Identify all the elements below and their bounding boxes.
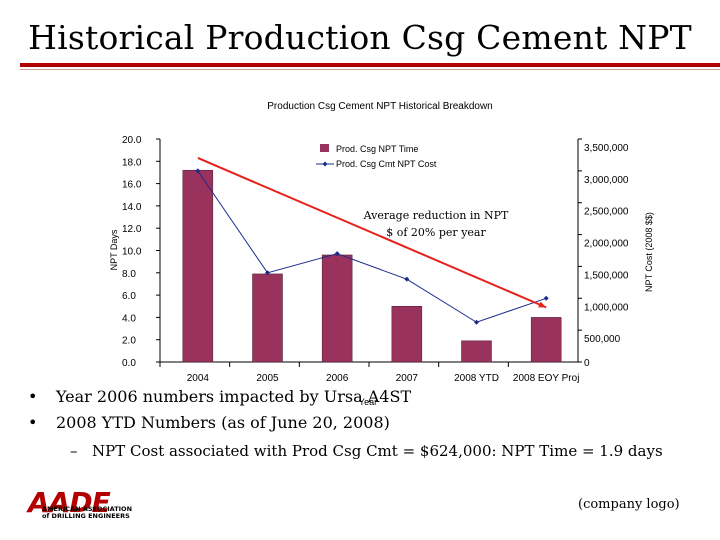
x-tick-label: 2005 (256, 373, 279, 384)
x-tick-label: 2004 (187, 373, 210, 384)
sub-bullet-text: NPT Cost associated with Prod Csg Cmt = … (92, 442, 663, 460)
bullet-icon: • (28, 413, 38, 432)
y-tick-label: 20.0 (122, 135, 142, 146)
y-tick-label: 18.0 (122, 157, 142, 168)
y-tick-label: 0.0 (122, 358, 136, 369)
bar (391, 306, 423, 363)
bullet-text: 2008 YTD Numbers (as of June 20, 2008) (56, 413, 390, 432)
slide-title: Historical Production Csg Cement NPT (28, 18, 692, 57)
aade-logo: AADE AMERICAN ASSOCIATION of DRILLING EN… (28, 486, 148, 526)
title-rule (20, 63, 720, 67)
x-tick-label: 2007 (396, 373, 419, 384)
bullet-text: Year 2006 numbers impacted by Ursa A4ST (56, 387, 412, 406)
x-tick-label: 2008 EOY Proj (513, 373, 580, 384)
trend-line (197, 157, 547, 309)
legend-bar-swatch (320, 144, 329, 152)
y-tick-label: 6.0 (122, 291, 136, 302)
bar (321, 254, 353, 363)
dash-icon: – (70, 442, 78, 460)
y2-tick-label: 0 (584, 358, 590, 369)
chart-title: Production Csg Cement NPT Historical Bre… (267, 101, 492, 112)
y2-tick-label: 1,500,000 (584, 270, 629, 281)
y2-tick-label: 3,000,000 (584, 175, 629, 186)
cost-point (334, 251, 340, 257)
bar (252, 273, 283, 363)
bullet-icon: • (28, 387, 38, 406)
bullet-item: • 2008 YTD Numbers (as of June 20, 2008) (28, 412, 708, 438)
cost-point (474, 319, 479, 325)
y2-tick-label: 3,500,000 (584, 143, 629, 154)
y-tick-label: 2.0 (122, 336, 136, 347)
bullet-list: • Year 2006 numbers impacted by Ursa A4S… (28, 386, 708, 462)
bar (461, 340, 492, 363)
x-axis-title: Year (359, 397, 377, 407)
aade-logo-subtext: AMERICAN ASSOCIATION of DRILLING ENGINEE… (42, 505, 133, 520)
aade-logo-mark: AADE (28, 486, 111, 519)
y-tick-label: 12.0 (122, 224, 142, 235)
y-axis-title: NPT Days (109, 229, 119, 270)
bullet-item: • Year 2006 numbers impacted by Ursa A4S… (28, 386, 708, 412)
chart-layer: Production Csg Cement NPT Historical Bre… (109, 101, 654, 407)
cost-point (543, 295, 549, 301)
bar (530, 317, 562, 363)
y2-tick-label: 2,500,000 (584, 207, 629, 218)
cost-point (404, 276, 410, 282)
trend-arrowhead (538, 301, 547, 308)
y-tick-label: 14.0 (122, 202, 142, 213)
annotation-line-2: $ of 20% per year (386, 226, 486, 239)
company-logo-placeholder: (company logo) (578, 497, 680, 512)
y-tick-label: 8.0 (122, 269, 136, 280)
cost-point (195, 168, 201, 174)
sub-bullet-item: – NPT Cost associated with Prod Csg Cmt … (28, 440, 708, 462)
y2-tick-label: 1,000,000 (584, 302, 629, 313)
y2-tick-label: 500,000 (584, 334, 621, 345)
y-tick-label: 4.0 (122, 313, 136, 324)
annotation-line-1: Average reduction in NPT (363, 209, 509, 222)
cost-series-line (197, 170, 547, 323)
x-tick-label: 2008 YTD (454, 373, 499, 384)
bar (182, 169, 214, 363)
x-tick-label: 2006 (326, 373, 349, 384)
y-tick-label: 16.0 (122, 180, 142, 191)
y-tick-label: 10.0 (122, 247, 142, 258)
y2-tick-label: 2,000,000 (584, 239, 629, 250)
legend-bar-label: Prod. Csg NPT Time (336, 144, 418, 154)
title-rule-thin (20, 69, 720, 70)
y2-axis-title: NPT Cost (2008 $$) (644, 212, 654, 292)
legend-line-label: Prod. Csg Cmt NPT Cost (336, 159, 437, 169)
cost-point (265, 270, 270, 276)
legend-line-marker (322, 161, 328, 167)
